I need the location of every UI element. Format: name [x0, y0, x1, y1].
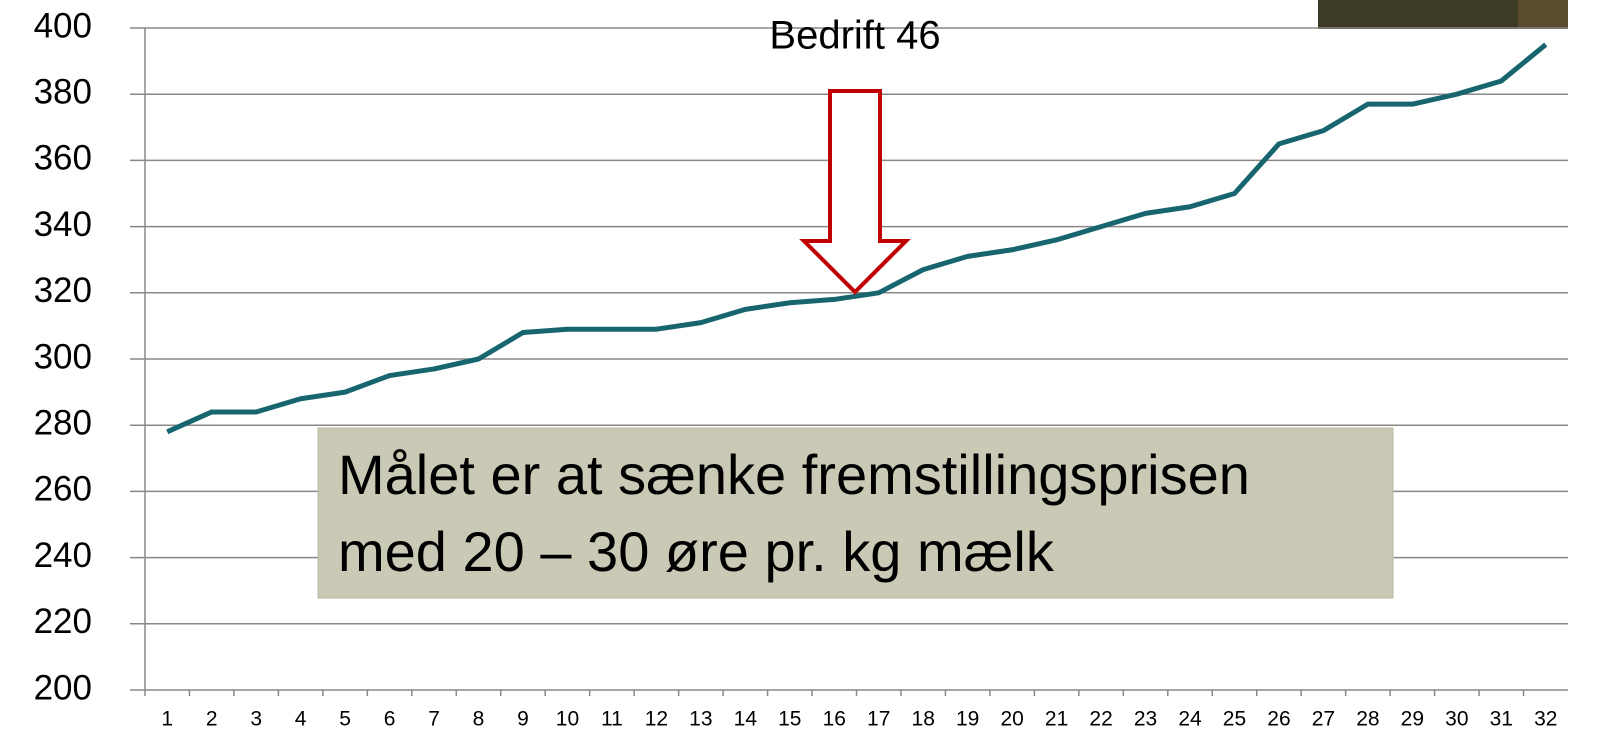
x-tick-label: 11 [601, 708, 623, 731]
arrow [804, 91, 906, 292]
y-tick-label: 260 [34, 470, 92, 509]
chart: 200220240260280300320340360380400 123456… [0, 0, 1618, 755]
arrow-label: Bedrift 46 [769, 14, 940, 58]
x-tick-label: 20 [1000, 708, 1023, 731]
y-tick-label: 360 [34, 139, 92, 178]
x-tick-label: 25 [1223, 708, 1246, 731]
y-tick-label: 200 [34, 668, 92, 707]
callout-text: med 20 – 30 øre pr. kg mælk [338, 520, 1055, 583]
x-tick-label: 7 [428, 708, 440, 731]
x-tick-label: 10 [556, 708, 579, 731]
x-tick-label: 29 [1401, 708, 1424, 731]
x-tick-label: 30 [1445, 708, 1468, 731]
x-tick-label: 31 [1490, 708, 1513, 731]
y-tick-label: 240 [34, 536, 92, 575]
x-tick-label: 5 [339, 708, 351, 731]
photo-corner-shade [1318, 0, 1518, 29]
x-tick-label: 32 [1534, 708, 1557, 731]
x-tick-label: 6 [384, 708, 396, 731]
y-tick-label: 380 [34, 72, 92, 111]
x-tick-label: 16 [823, 708, 846, 731]
x-tick-label: 4 [295, 708, 307, 731]
y-tick-label: 300 [34, 337, 92, 376]
x-tick-label: 19 [956, 708, 979, 731]
x-tick-label: 3 [250, 708, 262, 731]
x-tick-label: 22 [1089, 708, 1112, 731]
x-tick-label: 14 [734, 708, 758, 731]
x-tick-label: 28 [1356, 708, 1379, 731]
x-tick-label: 17 [867, 708, 890, 731]
x-tick-label: 13 [689, 708, 712, 731]
y-tick-label: 220 [34, 602, 92, 641]
x-tick-label: 2 [206, 708, 218, 731]
x-tick-label: 21 [1045, 708, 1068, 731]
x-tick-label: 27 [1312, 708, 1335, 731]
y-tick-label: 280 [34, 403, 92, 442]
y-tick-label: 320 [34, 271, 92, 310]
grid: 200 220 240 260 280 300 320 340 360 380 400 [34, 6, 1568, 707]
x-tick-label: 24 [1178, 708, 1202, 731]
x-tick-label: 23 [1134, 708, 1157, 731]
y-tick-label: 400 [34, 6, 92, 45]
x-tick-label: 1 [161, 708, 173, 731]
x-tick-label: 8 [473, 708, 485, 731]
x-tick-label: 15 [778, 708, 801, 731]
x-tick-label: 12 [645, 708, 668, 731]
x-tick-label: 26 [1267, 708, 1290, 731]
x-tick-label: 18 [912, 708, 935, 731]
callout-text: Målet er at sænke fremstillingsprisen [338, 443, 1250, 506]
y-tick-label: 340 [34, 205, 92, 244]
x-tick-label: 9 [517, 708, 529, 731]
